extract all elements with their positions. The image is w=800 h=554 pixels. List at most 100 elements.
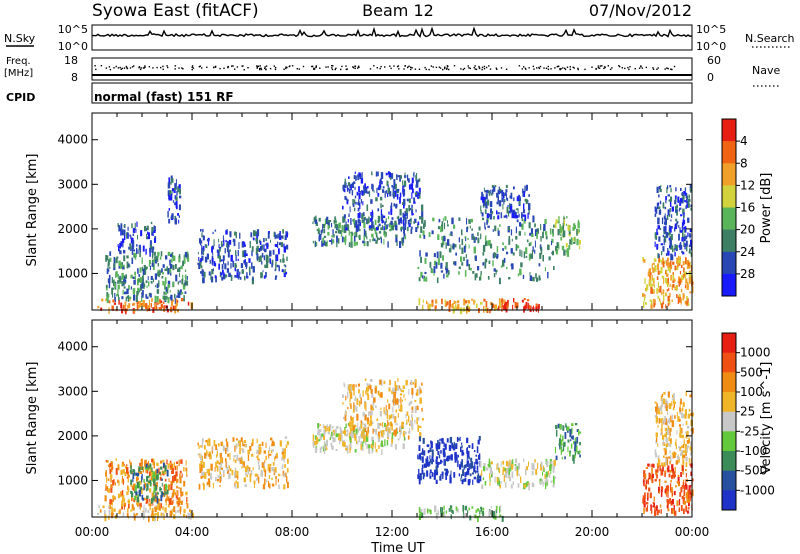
nave-dot (331, 68, 334, 71)
scatter-cell (399, 425, 402, 431)
scatter-cell (562, 233, 565, 238)
scatter-cell (201, 255, 204, 261)
scatter-cell (669, 213, 671, 217)
scatter-cell (131, 257, 134, 264)
scatter-cell (668, 391, 670, 398)
scatter-cell (375, 429, 377, 436)
scatter-cell (660, 428, 663, 432)
scatter-cell (378, 231, 382, 234)
scatter-cell (108, 515, 110, 520)
scatter-cell (181, 473, 183, 478)
scatter-cell (212, 252, 214, 256)
scatter-cell (343, 214, 346, 219)
scatter-cell (558, 443, 561, 446)
scatter-cell (531, 255, 533, 259)
scatter-cell (215, 462, 217, 468)
scatter-cell (414, 218, 417, 223)
scatter-cell (461, 247, 464, 254)
scatter-cell (509, 203, 513, 206)
velocity-colorbar-label: Velocity [m s^-1] (759, 362, 774, 475)
scatter-cell (540, 461, 543, 468)
scatter-cell (200, 445, 203, 448)
scatter-cell (254, 473, 257, 477)
scatter-cell (664, 405, 667, 408)
scatter-cell (406, 198, 409, 202)
scatter-cell (657, 408, 660, 415)
scatter-cell (351, 423, 353, 431)
scatter-cell (446, 468, 448, 476)
scatter-cell (178, 267, 181, 273)
y-tick-label: 2000 (57, 429, 88, 443)
scatter-cell (232, 260, 235, 268)
scatter-cell (691, 478, 694, 482)
scatter-cell (203, 277, 205, 283)
x-tick-label: 20:00 (575, 525, 610, 539)
scatter-cell (524, 214, 527, 221)
scatter-cell (468, 456, 470, 460)
scatter-cell (678, 507, 681, 512)
scatter-cell (363, 241, 366, 247)
scatter-cell (678, 245, 681, 248)
scatter-cell (677, 477, 680, 484)
scatter-cell (229, 468, 232, 472)
scatter-cell (453, 261, 455, 265)
scatter-cell (484, 190, 487, 193)
nave-dot (340, 68, 342, 71)
scatter-cell (668, 456, 671, 459)
scatter-cell (151, 248, 154, 253)
scatter-cell (482, 217, 485, 221)
scatter-cell (643, 259, 646, 263)
scatter-cell (341, 236, 344, 243)
scatter-cell (157, 492, 159, 495)
scatter-cell (126, 467, 129, 474)
scatter-cell (670, 455, 672, 462)
scatter-cell (169, 267, 172, 274)
scatter-cell (178, 254, 181, 258)
scatter-cell (370, 415, 372, 420)
scatter-cell (261, 462, 264, 468)
scatter-cell (506, 197, 509, 202)
scatter-cell (378, 445, 380, 449)
scatter-cell (149, 244, 152, 248)
scatter-cell (648, 487, 651, 492)
scatter-cell (149, 251, 151, 257)
scatter-cell (395, 184, 397, 189)
scatter-cell (649, 299, 652, 302)
scatter-cell (525, 302, 528, 309)
scatter-cell (421, 451, 424, 456)
scatter-cell (113, 302, 116, 305)
scatter-cell (178, 291, 181, 298)
scatter-cell (685, 462, 688, 468)
scatter-cell (480, 205, 482, 211)
scatter-cell (363, 228, 366, 236)
scatter-cell (391, 432, 394, 439)
scatter-cell (436, 251, 439, 259)
scatter-cell (127, 305, 129, 309)
scatter-cell (132, 504, 134, 509)
nave-dot (166, 65, 168, 67)
scatter-cell (152, 491, 154, 498)
scatter-cell (654, 401, 657, 404)
scatter-cell (128, 504, 130, 509)
scatter-cell (385, 172, 388, 176)
scatter-cell (516, 469, 518, 477)
scatter-cell (368, 190, 371, 197)
scatter-cell (135, 253, 137, 257)
scatter-cell (355, 396, 357, 400)
scatter-cell (421, 382, 423, 386)
scatter-cell (362, 201, 364, 206)
scatter-cell (495, 271, 497, 275)
scatter-cell (659, 480, 661, 487)
nave-dot (607, 65, 609, 67)
scatter-cell (206, 449, 208, 453)
scatter-cell (655, 472, 658, 476)
scatter-cell (219, 471, 221, 475)
scatter-cell (510, 192, 513, 200)
scatter-cell (156, 497, 159, 504)
scatter-cell (111, 465, 114, 470)
scatter-cell (644, 492, 646, 500)
scatter-cell (389, 379, 391, 386)
scatter-cell (532, 246, 534, 252)
scatter-cell (237, 250, 239, 257)
